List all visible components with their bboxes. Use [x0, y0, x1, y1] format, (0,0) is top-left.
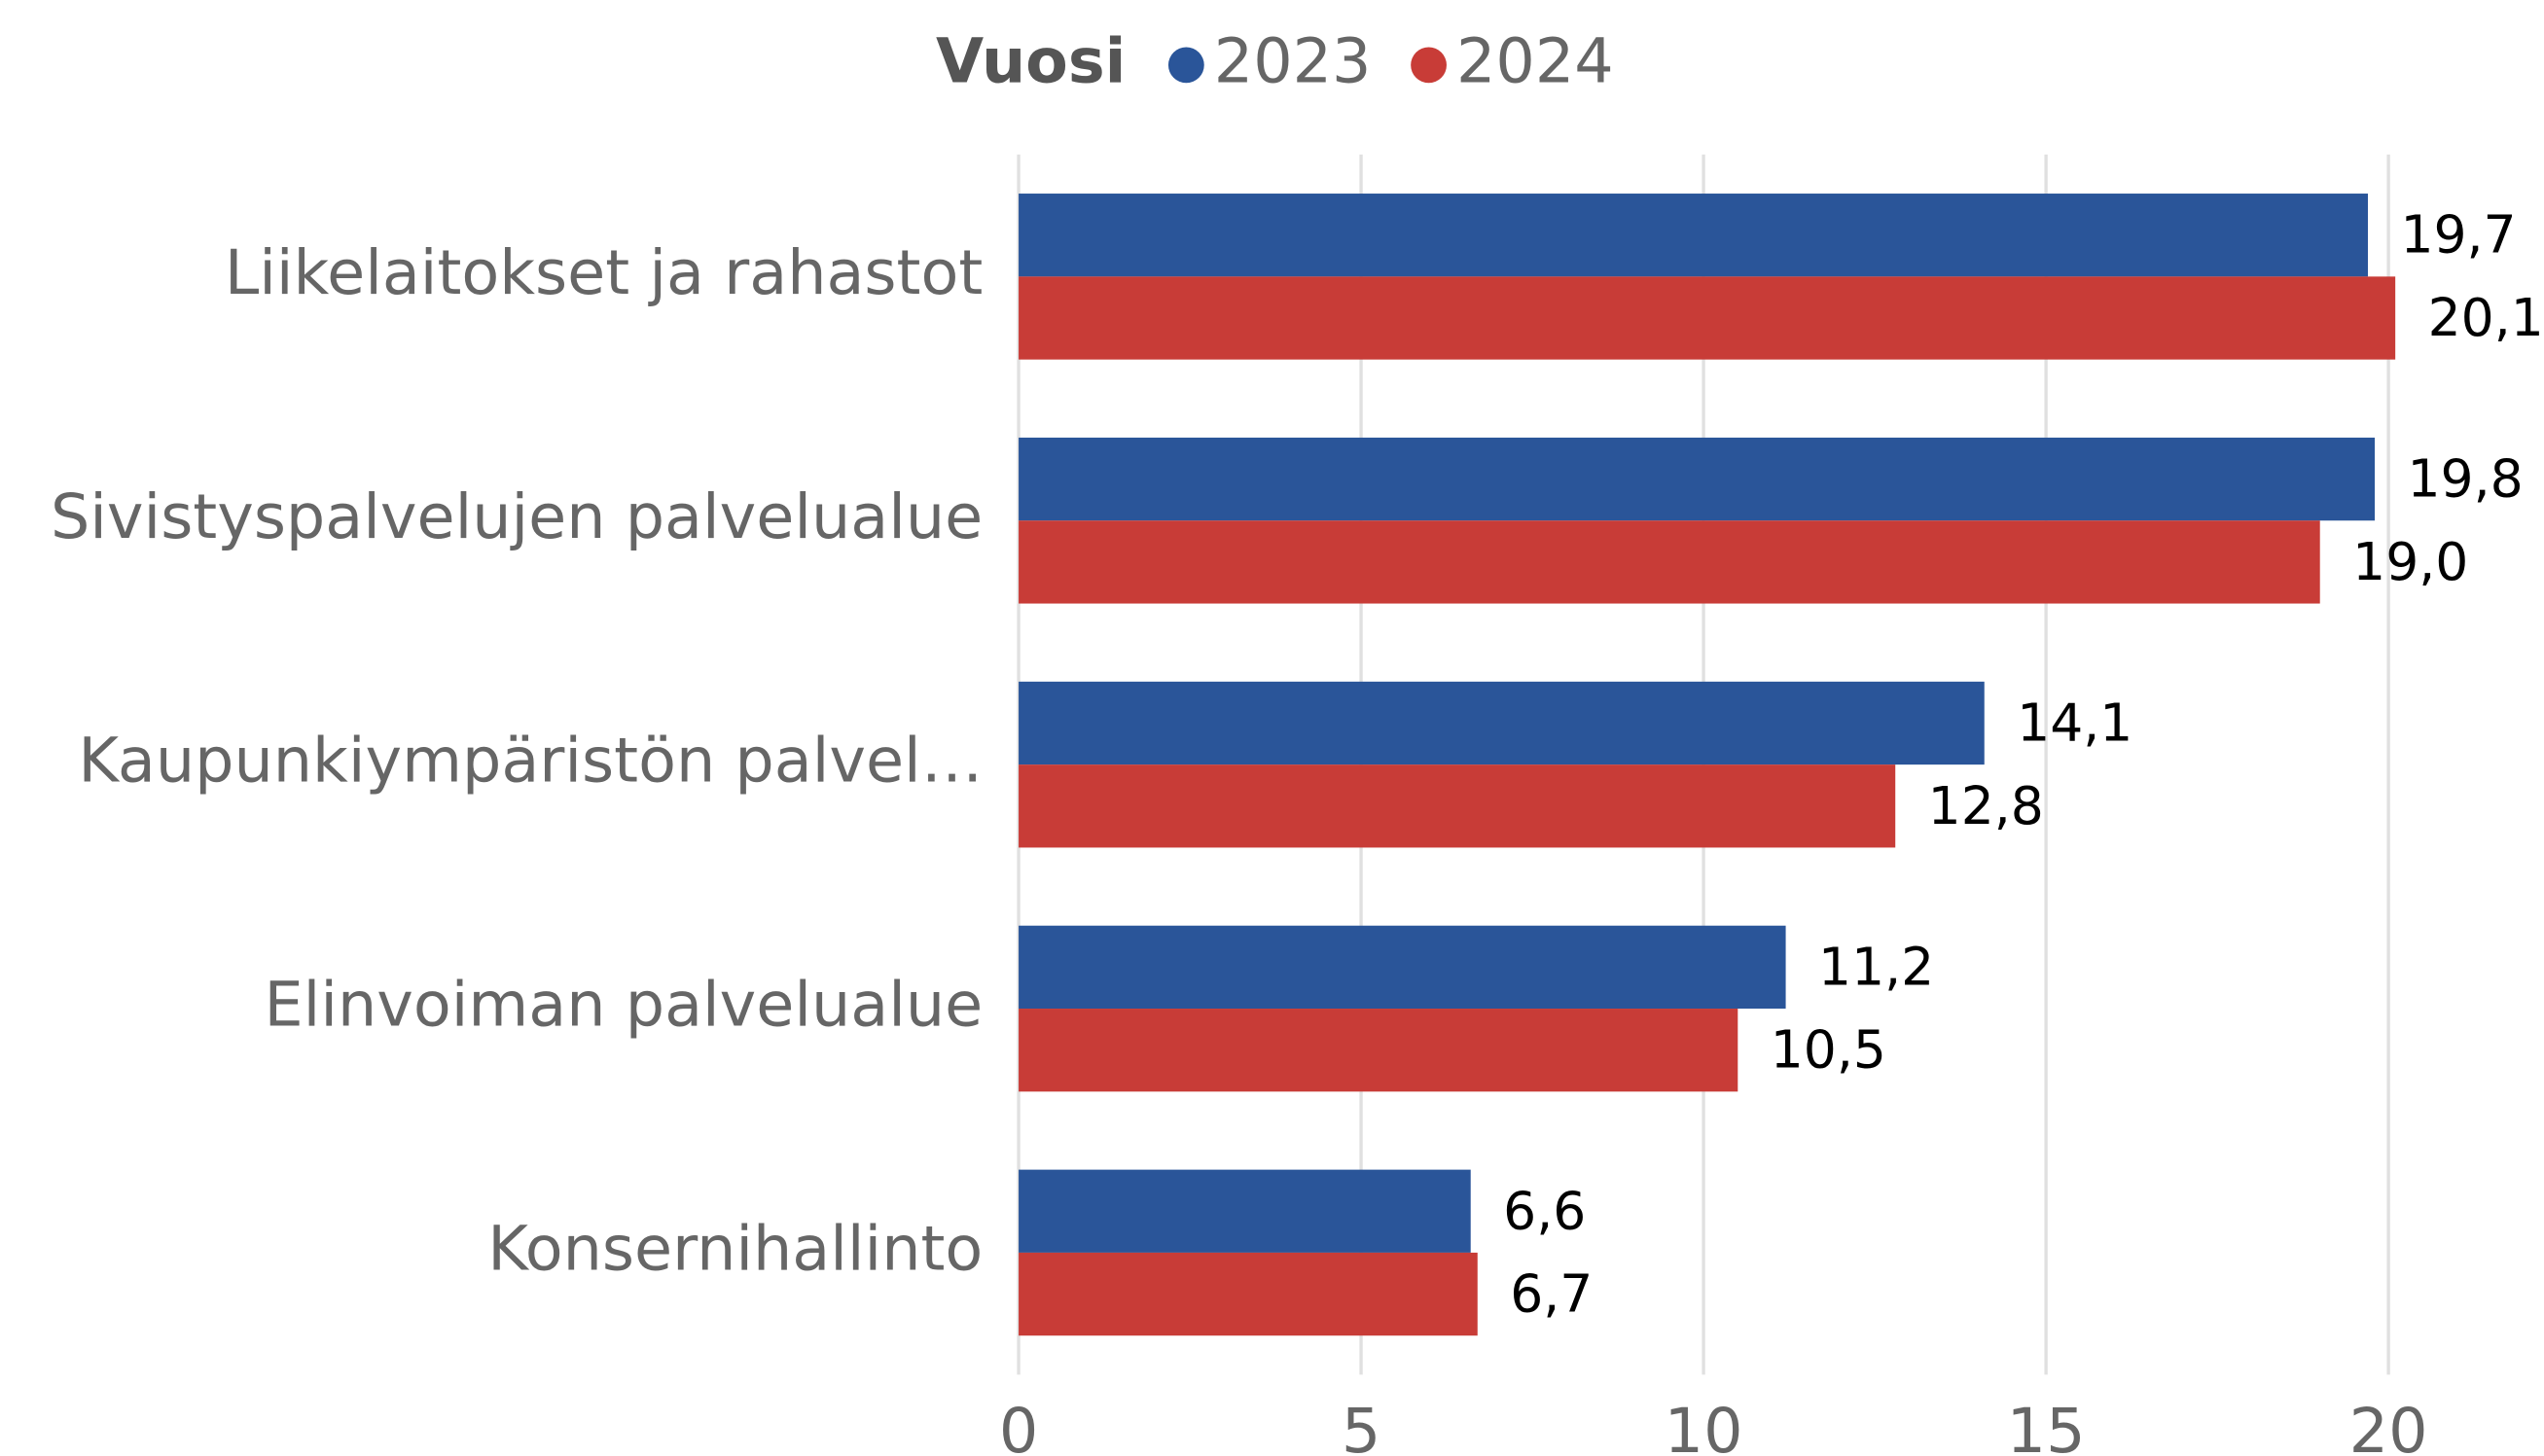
value-label: 10,5 [1771, 1019, 1886, 1081]
category-label: Elinvoiman palvelualue [265, 969, 984, 1041]
legend-marker [1167, 47, 1204, 84]
value-label: 6,6 [1503, 1180, 1586, 1241]
bar [1019, 194, 2368, 277]
x-tick-label: 0 [999, 1395, 1038, 1456]
legend-label: 2023 [1214, 24, 1372, 96]
category-label: Kaupunkiympäristön palvel… [78, 725, 983, 797]
bar [1019, 437, 2376, 521]
category-label: Konsernihallinto [487, 1212, 983, 1284]
x-tick-label: 10 [1665, 1395, 1743, 1456]
value-label: 11,2 [1818, 936, 1934, 997]
category-label: Sivistyspalvelujen palvelualue [51, 480, 983, 552]
x-tick-label: 5 [1342, 1395, 1380, 1456]
value-label: 12,8 [1928, 775, 2044, 836]
value-label: 19,8 [2407, 448, 2523, 510]
legend-label: 2024 [1456, 24, 1614, 96]
value-label: 19,7 [2400, 204, 2516, 266]
value-label: 14,1 [2017, 692, 2132, 753]
bar [1019, 1169, 1471, 1253]
bar [1019, 276, 2396, 360]
legend-marker [1411, 47, 1447, 84]
value-label: 19,0 [2352, 531, 2468, 592]
bar [1019, 1009, 1738, 1092]
category-label: Liikelaitokset ja rahastot [225, 236, 983, 308]
x-tick-label: 20 [2349, 1395, 2428, 1456]
bar [1019, 520, 2320, 604]
bar [1019, 925, 1786, 1010]
legend-title: Vuosi [936, 24, 1126, 96]
value-label: 20,1 [2428, 287, 2544, 348]
bar [1019, 764, 1896, 848]
x-tick-label: 15 [2007, 1395, 2086, 1456]
bar [1019, 681, 1985, 765]
bar [1019, 1252, 1478, 1336]
value-label: 6,7 [1510, 1263, 1593, 1325]
